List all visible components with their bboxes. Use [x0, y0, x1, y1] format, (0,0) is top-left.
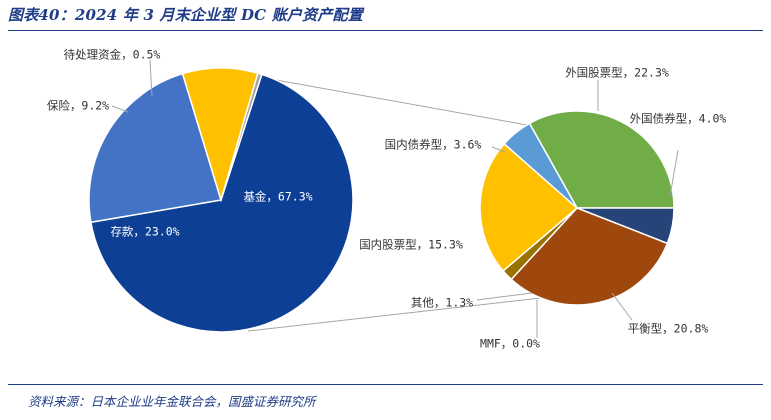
slice-fund [90, 73, 354, 333]
data-label-other: 其他，1.3% [411, 296, 473, 310]
data-label-domestic-equity: 国内股票型，15.3% [359, 238, 463, 252]
data-label-deposit: 存款，23.0% [110, 225, 179, 239]
fund-breakdown-pie [479, 110, 675, 306]
leader-line [611, 292, 633, 321]
leader-line [476, 292, 533, 301]
slice-foreign-equity [528, 110, 675, 209]
slice-balanced [510, 207, 669, 306]
data-label-foreign-equity: 外国股票型，22.3% [565, 66, 669, 80]
slice-domestic-equity [479, 142, 579, 272]
slice-pending-funds [220, 72, 263, 201]
slice-domestic-bond [503, 122, 578, 209]
title-rule [8, 30, 763, 31]
data-label-fund: 基金，67.3% [243, 190, 312, 204]
data-label-mmf: MMF，0.0% [480, 337, 540, 351]
main-pie [88, 67, 354, 333]
connector-line-bottom [247, 297, 542, 332]
leader-line [669, 149, 679, 197]
source-rule [8, 384, 763, 385]
data-label-domestic-bond: 国内债券型，3.6% [385, 138, 482, 152]
chart-title: 图表40：2024 年 3 月末企业型 DC 账户资产配置 [8, 6, 363, 24]
leader-line [149, 59, 153, 97]
leader-lines [111, 59, 679, 338]
data-labels: 基金，67.3% 存款，23.0% 保险，9.2% 待处理资金，0.5% 外国股票型，2… [47, 48, 727, 351]
data-label-pending-funds: 待处理资金，0.5% [64, 48, 161, 62]
data-label-insurance: 保险，9.2% [47, 99, 109, 113]
data-label-balanced: 平衡型，20.8% [628, 322, 709, 336]
source-note: 资料来源：日本企业业年金联合会，国盛证券研究所 [28, 394, 316, 409]
data-label-foreign-bond: 外国债券型，4.0% [630, 112, 727, 126]
connector-line-top [267, 77, 528, 126]
leader-line [491, 146, 506, 153]
slice-deposit [88, 72, 222, 224]
leader-line [111, 105, 129, 113]
connector-lines [247, 77, 542, 332]
